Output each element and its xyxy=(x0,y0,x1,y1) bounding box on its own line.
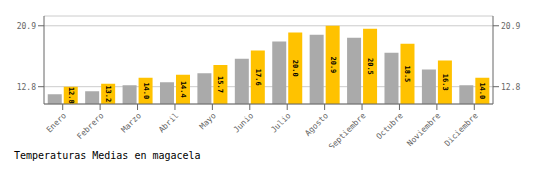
svg-text:20.9: 20.9 xyxy=(329,56,337,73)
svg-text:14.4: 14.4 xyxy=(179,81,187,98)
svg-text:Enero: Enero xyxy=(45,111,69,135)
svg-text:Septiembre: Septiembre xyxy=(327,111,368,148)
svg-text:12.8: 12.8 xyxy=(501,83,520,92)
svg-text:Mayo: Mayo xyxy=(198,111,218,131)
svg-text:Abril: Abril xyxy=(157,111,181,135)
svg-text:Julio: Julio xyxy=(269,111,293,135)
svg-text:13.2: 13.2 xyxy=(104,85,112,102)
svg-text:17.6: 17.6 xyxy=(254,69,262,86)
svg-text:18.5: 18.5 xyxy=(403,65,411,82)
svg-text:12.8: 12.8 xyxy=(17,83,36,92)
svg-text:Agosto: Agosto xyxy=(303,111,330,138)
svg-text:12.8: 12.8 xyxy=(67,87,75,104)
svg-text:Octubre: Octubre xyxy=(375,111,405,141)
svg-text:16.3: 16.3 xyxy=(441,74,449,91)
svg-text:Junio: Junio xyxy=(232,111,256,135)
svg-text:Noviembre: Noviembre xyxy=(405,111,442,148)
svg-text:14.0: 14.0 xyxy=(478,82,486,99)
svg-text:20.9: 20.9 xyxy=(501,22,520,31)
svg-text:20.0: 20.0 xyxy=(291,60,299,77)
svg-text:Marzo: Marzo xyxy=(120,111,144,135)
svg-text:20.5: 20.5 xyxy=(366,58,374,75)
svg-text:Febrero: Febrero xyxy=(75,111,105,141)
svg-text:15.7: 15.7 xyxy=(216,76,224,93)
svg-text:20.9: 20.9 xyxy=(17,22,36,31)
svg-text:Diciembre: Diciembre xyxy=(443,111,480,148)
svg-text:14.0: 14.0 xyxy=(142,82,150,99)
html-text:Temperaturas Medias en magacel: Temperaturas Medias en magacela xyxy=(14,150,201,161)
